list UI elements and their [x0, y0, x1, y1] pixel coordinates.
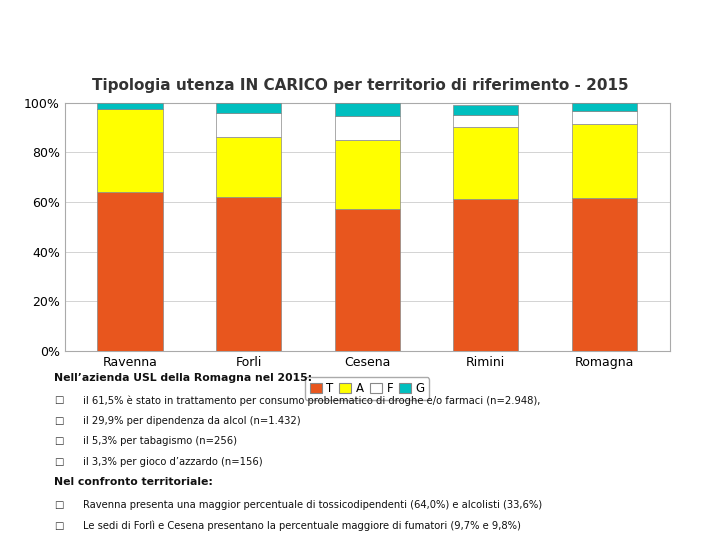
- Text: □: □: [54, 436, 63, 447]
- Bar: [453, 105, 518, 115]
- Text: □: □: [54, 521, 63, 531]
- Bar: [97, 192, 163, 351]
- Text: il 5,3% per tabagismo (n=256): il 5,3% per tabagismo (n=256): [83, 436, 237, 447]
- Bar: [572, 198, 637, 351]
- Bar: [335, 103, 400, 116]
- Bar: [453, 115, 518, 127]
- Bar: [97, 103, 163, 109]
- Text: Tipologia utenza IN CARICO per territorio di riferimento - 2015: Tipologia utenza IN CARICO per territori…: [91, 78, 629, 93]
- Text: Ravenna presenta una maggior percentuale di tossicodipendenti (64,0%) e alcolist: Ravenna presenta una maggior percentuale…: [83, 500, 542, 510]
- Text: Nell’azienda USL della Romagna nel 2015:: Nell’azienda USL della Romagna nel 2015:: [54, 373, 312, 383]
- Bar: [97, 109, 163, 192]
- Bar: [216, 137, 282, 197]
- Text: □: □: [54, 416, 63, 426]
- Bar: [572, 103, 637, 111]
- Bar: [572, 124, 637, 198]
- Bar: [216, 113, 282, 137]
- Bar: [453, 127, 518, 199]
- Text: il 3,3% per gioco d’azzardo (n=156): il 3,3% per gioco d’azzardo (n=156): [83, 457, 262, 467]
- Legend: T, A, F, G: T, A, F, G: [305, 377, 429, 400]
- Bar: [335, 210, 400, 351]
- Bar: [216, 103, 282, 113]
- Bar: [453, 199, 518, 351]
- Text: □: □: [54, 457, 63, 467]
- Bar: [216, 197, 282, 351]
- Text: □: □: [54, 500, 63, 510]
- Text: Le sedi di Forlì e Cesena presentano la percentuale maggiore di fumatori (9,7% e: Le sedi di Forlì e Cesena presentano la …: [83, 521, 521, 531]
- Bar: [335, 140, 400, 210]
- Text: il 61,5% è stato in trattamento per consumo problematico di droghe e/o farmaci (: il 61,5% è stato in trattamento per cons…: [83, 395, 540, 406]
- Bar: [335, 116, 400, 140]
- Text: □: □: [54, 395, 63, 406]
- Text: il 29,9% per dipendenza da alcol (n=1.432): il 29,9% per dipendenza da alcol (n=1.43…: [83, 416, 300, 426]
- Bar: [572, 111, 637, 124]
- Text: Nel confronto territoriale:: Nel confronto territoriale:: [54, 477, 213, 488]
